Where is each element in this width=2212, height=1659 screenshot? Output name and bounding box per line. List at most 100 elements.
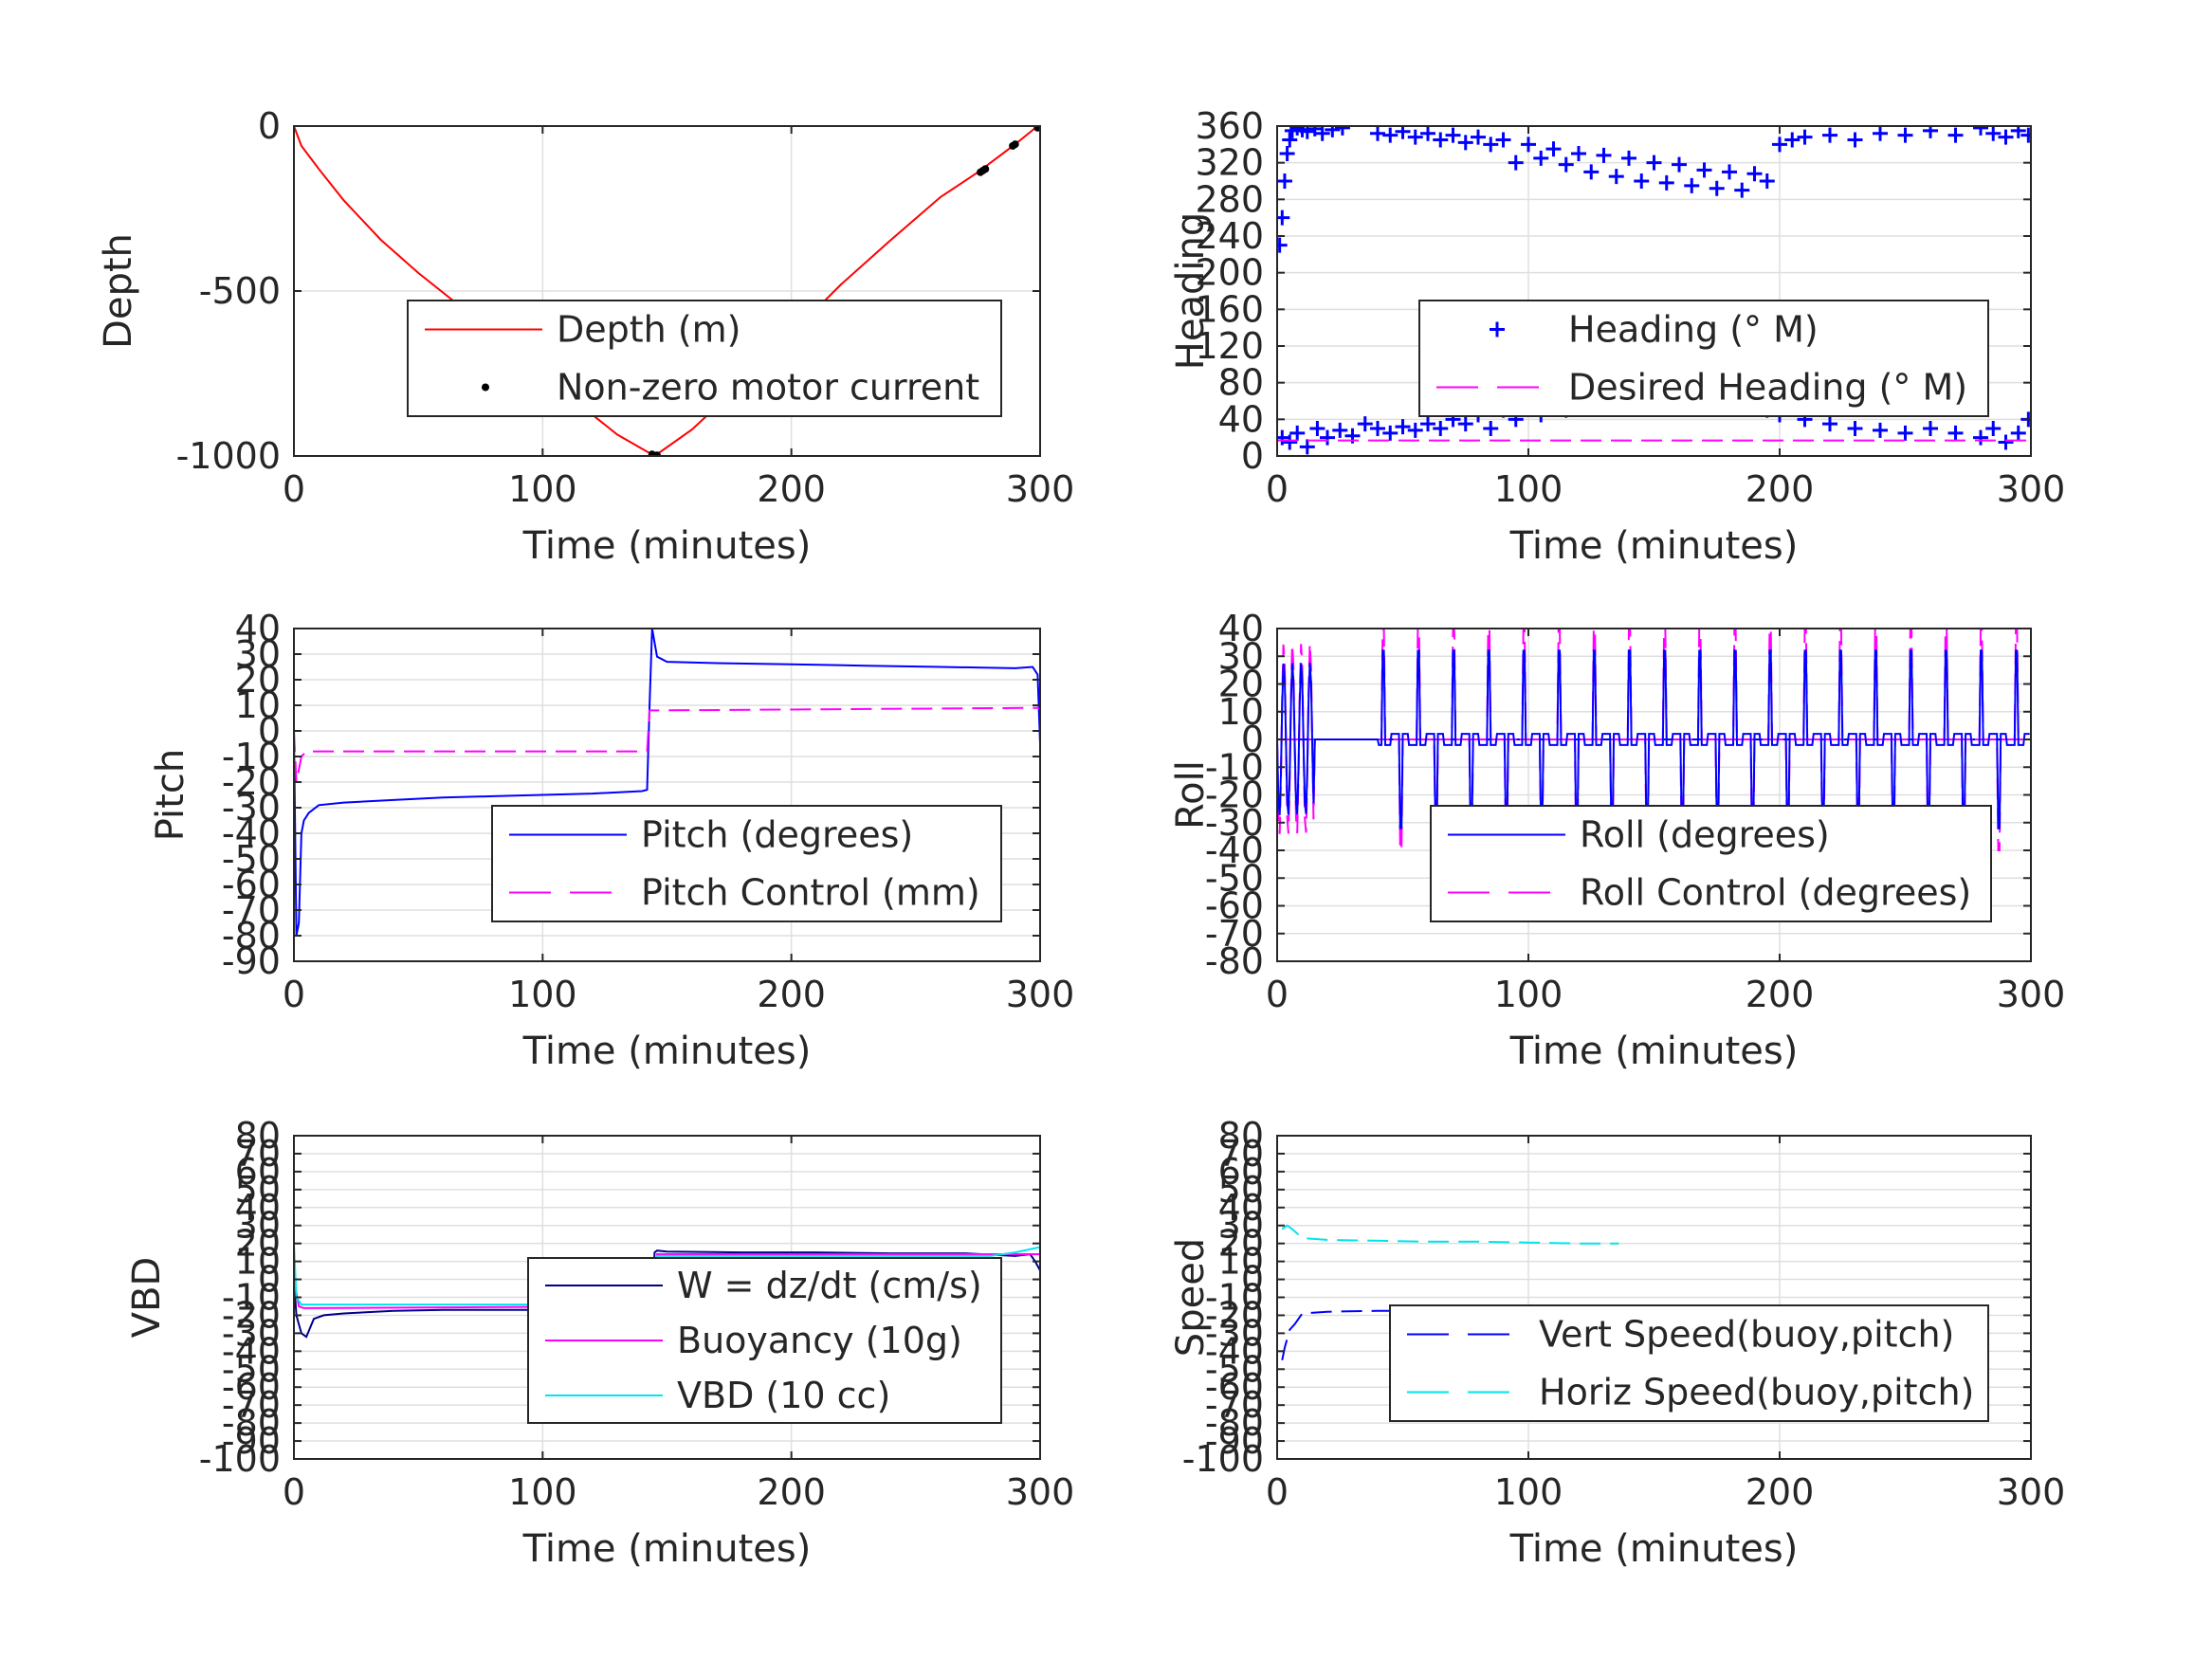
y-tick-label: -80 (1205, 1402, 1264, 1444)
y-tick-label: 20 (1218, 1223, 1264, 1265)
data-point (1897, 127, 1913, 143)
y-tick-label: -70 (222, 1384, 281, 1426)
y-tick-label: -70 (1205, 1384, 1264, 1426)
data-point (1382, 127, 1398, 143)
y-tick-label: -20 (222, 1294, 281, 1336)
data-point (1822, 416, 1837, 432)
data-point (1521, 137, 1536, 153)
x-tick-label: 300 (1006, 468, 1075, 510)
x-tick-label: 0 (283, 468, 305, 510)
x-tick-label: 200 (757, 1471, 826, 1513)
x-tick-label: 200 (1746, 1471, 1815, 1513)
legend-label: Pitch Control (mm) (641, 872, 980, 914)
x-axis-label: Time (minutes) (1509, 1030, 1799, 1073)
legend-label: Depth (m) (557, 309, 741, 351)
x-tick-label: 0 (283, 974, 305, 1015)
x-tick-label: 300 (1006, 1471, 1075, 1513)
data-point (1672, 156, 1687, 173)
y-tick-label: -90 (1205, 1420, 1264, 1462)
x-tick-label: 0 (1266, 1471, 1289, 1513)
y-tick-label: 20 (1218, 664, 1264, 705)
data-point (1873, 126, 1888, 141)
y-tick-label: -40 (222, 1330, 281, 1372)
data-point (1382, 425, 1398, 441)
y-tick-label: 0 (258, 105, 281, 147)
data-point (1325, 126, 1341, 137)
y-tick-label: -10 (1205, 1277, 1264, 1319)
data-point (1011, 140, 1019, 149)
y-axis-label: Depth (97, 233, 140, 349)
data-point (1608, 169, 1624, 185)
data-point (1471, 129, 1486, 145)
series-line-2 (1277, 629, 2030, 851)
series-group (1277, 629, 2031, 851)
y-tick-label: -70 (1205, 913, 1264, 955)
x-axis-label: Time (minutes) (1509, 524, 1799, 568)
y-tick-label: -10 (222, 736, 281, 777)
data-point (1759, 173, 1775, 189)
data-point (1495, 132, 1511, 148)
legend-swatch (1490, 321, 1505, 337)
y-tick-label: 80 (1218, 1115, 1264, 1157)
legend: Depth (m) Non-zero motor current (407, 300, 1002, 417)
data-point (1457, 135, 1473, 151)
y-tick-label: -100 (199, 1438, 281, 1480)
y-tick-label: 20 (235, 659, 281, 701)
ticks: 0 100 200 300-90-80-70-60-50-40-30-20-10010… (222, 608, 1074, 1015)
y-tick-label: 40 (235, 1187, 281, 1229)
data-point (1734, 182, 1750, 198)
data-point (1279, 146, 1295, 161)
data-point (1998, 434, 2014, 450)
series-group (294, 126, 1040, 456)
y-tick-label: -80 (1205, 940, 1264, 982)
ticks: 0 100 200 300 -1000 -500 0 (176, 105, 1075, 510)
y-tick-label: 70 (235, 1133, 281, 1175)
y-tick-label: -50 (1205, 857, 1264, 899)
data-point (1277, 210, 1290, 226)
legend-box (491, 805, 1002, 922)
y-tick-label: 40 (1218, 608, 1264, 649)
y-axis-label: Speed (1169, 1238, 1213, 1357)
y-tick-label: -1000 (176, 435, 281, 477)
y-tick-label: 40 (235, 608, 281, 649)
legend: W = dz/dt (cm/s) Buoyancy (10g) VBD (10 cc… (527, 1257, 1002, 1424)
data-point (1923, 421, 1938, 436)
y-tick-label: 60 (235, 1151, 281, 1193)
chart-panel-6: 0 100 200 300-100-90-80-70-60-50-40-30-20-1… (1169, 1115, 2065, 1571)
data-point (1947, 425, 1964, 441)
data-point (1784, 132, 1801, 148)
data-point (1314, 126, 1330, 141)
data-point (1746, 166, 1763, 182)
x-tick-label: 300 (1997, 468, 2066, 510)
data-point (1583, 164, 1600, 180)
data-point (1433, 421, 1449, 436)
data-point (1508, 155, 1524, 171)
data-point (653, 451, 662, 456)
y-tick-label: 240 (1195, 215, 1264, 257)
data-point (1483, 137, 1499, 153)
axes-box (1276, 125, 2032, 457)
data-point (1973, 429, 1988, 446)
x-tick-label: 100 (508, 468, 577, 510)
y-tick-label: 0 (258, 1259, 281, 1301)
y-tick-label: -40 (1205, 830, 1264, 871)
data-point (1282, 434, 1298, 450)
y-tick-label: 120 (1195, 325, 1264, 367)
data-point (1277, 237, 1288, 253)
legend-label: Roll (degrees) (1580, 814, 1830, 856)
y-tick-label: -60 (222, 864, 281, 905)
y-tick-label: -50 (222, 838, 281, 880)
data-point (1558, 156, 1574, 173)
data-point (1722, 164, 1737, 180)
x-axis-label: Time (minutes) (522, 1030, 812, 1073)
x-tick-label: 300 (1997, 974, 2066, 1015)
series-group (294, 629, 1040, 937)
y-tick-label: -40 (1205, 1330, 1264, 1372)
x-tick-label: 0 (1266, 468, 1289, 510)
y-axis-label: Roll (1169, 760, 1213, 830)
y-tick-label: -20 (1205, 775, 1264, 816)
x-axis-label: Time (minutes) (522, 524, 812, 568)
legend: Pitch (degrees) Pitch Control (mm) (491, 805, 1002, 922)
y-tick-label: 0 (1241, 1259, 1264, 1301)
